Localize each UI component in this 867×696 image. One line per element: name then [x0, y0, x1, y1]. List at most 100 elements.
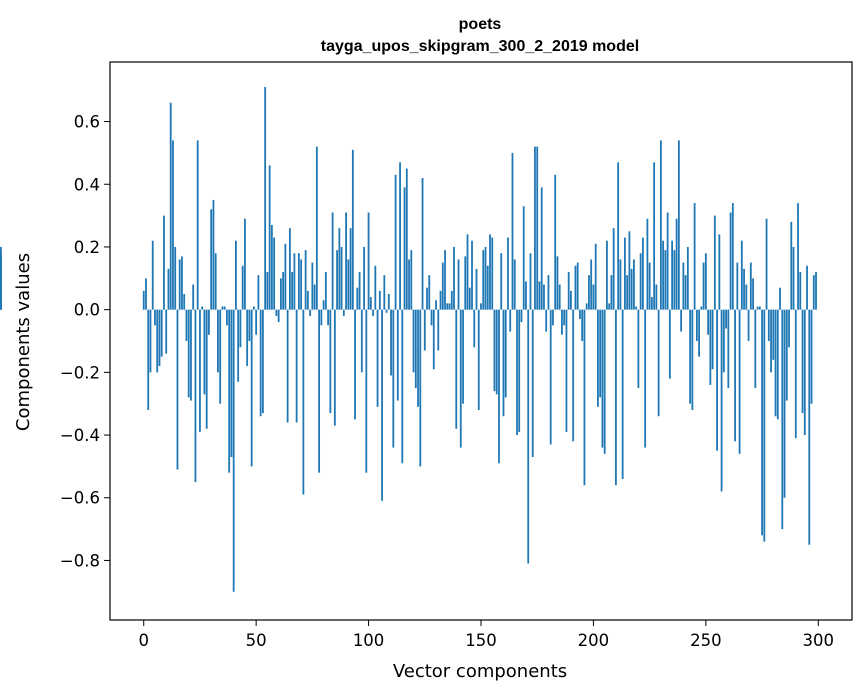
- bar: [426, 287, 428, 310]
- bar: [567, 272, 570, 310]
- bar: [738, 309, 741, 454]
- bar: [295, 309, 298, 423]
- bar: [704, 253, 707, 310]
- bar: [815, 272, 817, 310]
- bar: [338, 228, 341, 310]
- bar: [154, 309, 156, 326]
- bar: [372, 309, 374, 316]
- bar: [606, 240, 608, 310]
- bar: [529, 253, 532, 310]
- bar: [752, 278, 754, 310]
- bar: [754, 309, 757, 389]
- bar: [797, 203, 799, 310]
- bar: [801, 309, 804, 414]
- bar: [543, 284, 545, 310]
- bar: [484, 246, 487, 310]
- bar: [232, 309, 235, 592]
- bar: [556, 256, 559, 310]
- bar: [561, 309, 563, 335]
- bar: [707, 309, 709, 335]
- bar: [302, 309, 305, 495]
- chart-title: poets: [459, 16, 502, 33]
- bar: [790, 221, 793, 310]
- bar: [0, 256, 2, 310]
- x-tick-label: 50: [246, 631, 267, 650]
- bar: [275, 309, 278, 316]
- bar: [509, 309, 512, 332]
- bar: [603, 309, 606, 454]
- bar: [736, 262, 739, 310]
- bar: [288, 228, 291, 310]
- bar: [763, 309, 766, 542]
- bar: [549, 309, 552, 445]
- bar: [668, 309, 671, 379]
- y-axis-ticks: −0.8 −0.6 −0.4 −0.2 0.0 0.2 0.4 0.6: [60, 113, 110, 570]
- bar: [711, 309, 714, 370]
- bar: [659, 140, 662, 310]
- bar: [468, 287, 471, 310]
- bar: [570, 290, 572, 310]
- bar: [684, 275, 687, 310]
- bar: [324, 272, 327, 310]
- bar: [599, 309, 602, 398]
- bar: [495, 309, 498, 395]
- bar: [792, 246, 795, 310]
- bar: [758, 306, 761, 310]
- bar: [430, 309, 433, 326]
- bar: [695, 309, 698, 341]
- bar: [608, 303, 611, 310]
- bar: [785, 309, 788, 401]
- bar: [313, 284, 316, 310]
- bar: [457, 259, 460, 310]
- bar: [588, 275, 590, 310]
- bar: [626, 275, 629, 310]
- bar: [635, 306, 638, 310]
- bar: [666, 212, 669, 310]
- bar: [293, 253, 296, 310]
- bar: [718, 234, 721, 310]
- bar: [453, 246, 455, 310]
- bar: [250, 309, 253, 467]
- bar: [644, 309, 647, 448]
- bar: [471, 240, 473, 310]
- bar: [226, 309, 228, 326]
- bar: [333, 309, 336, 426]
- bar: [475, 268, 478, 310]
- bar: [702, 262, 705, 310]
- bar: [183, 293, 186, 310]
- x-tick-label: 300: [803, 631, 835, 650]
- bar: [534, 146, 536, 310]
- bar: [680, 309, 683, 332]
- bar: [597, 309, 599, 407]
- bar: [448, 303, 451, 310]
- bar: [437, 309, 440, 351]
- bar: [720, 309, 723, 492]
- bar: [522, 206, 525, 310]
- bar: [390, 309, 392, 376]
- bar: [208, 309, 210, 335]
- bar: [304, 250, 307, 310]
- bar: [698, 309, 700, 357]
- bar: [749, 262, 752, 310]
- x-tick-label: 200: [578, 631, 610, 650]
- bar: [770, 309, 772, 373]
- bar: [713, 215, 716, 310]
- bar: [493, 309, 496, 392]
- bar: [163, 215, 165, 310]
- bar: [459, 309, 462, 448]
- bar: [498, 309, 500, 464]
- bar: [156, 309, 159, 373]
- bar: [320, 309, 323, 326]
- y-axis-label: Components values: [13, 253, 34, 431]
- bar: [378, 290, 381, 310]
- bar: [664, 250, 667, 310]
- bar: [502, 309, 505, 417]
- bar: [624, 237, 626, 310]
- bar: [650, 297, 653, 310]
- bars-group: [0, 87, 817, 592]
- bar: [774, 309, 777, 417]
- bar: [219, 309, 222, 404]
- bar: [383, 275, 386, 310]
- bar: [527, 309, 530, 564]
- bar: [740, 240, 743, 310]
